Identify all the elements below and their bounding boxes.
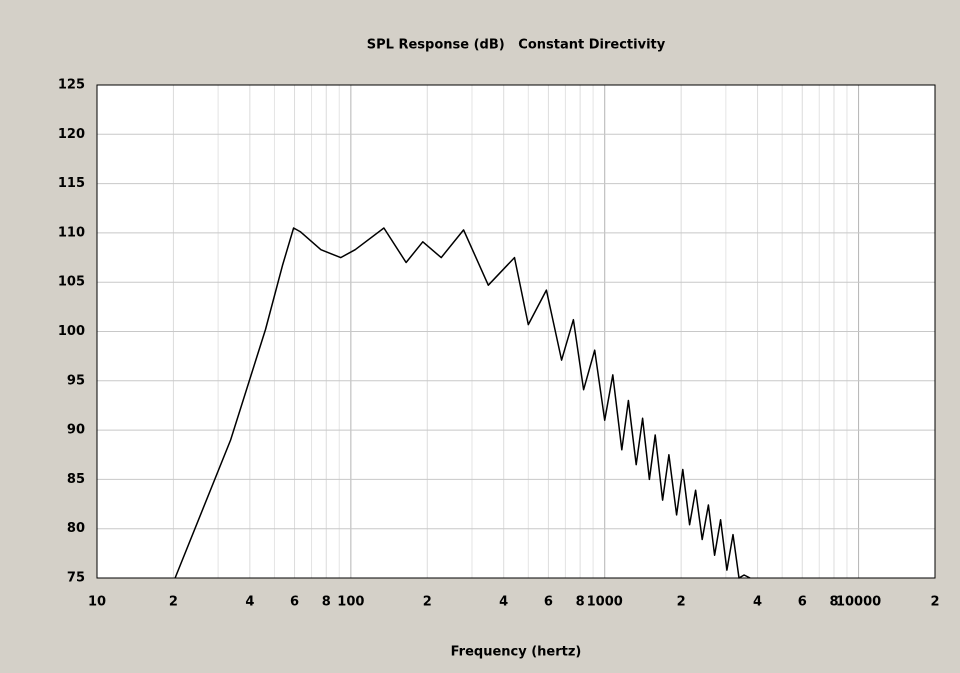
x-tick-label: 10	[88, 595, 106, 610]
x-tick-label: 2	[423, 595, 432, 610]
y-tick-label: 125	[58, 78, 85, 93]
chart-title: SPL Response (dB) Constant Directivity	[367, 38, 666, 53]
x-tick-label: 4	[753, 595, 762, 610]
y-tick-label: 115	[58, 176, 85, 191]
x-tick-label: 1000	[587, 595, 623, 610]
y-tick-label: 75	[67, 571, 85, 586]
x-tick-label: 2	[169, 595, 178, 610]
x-tick-label: 6	[544, 595, 553, 610]
plot-border	[96, 84, 936, 579]
y-tick-label: 80	[67, 521, 85, 536]
x-axis-label: Frequency (hertz)	[451, 645, 582, 660]
x-tick-label: 6	[798, 595, 807, 610]
y-tick-label: 120	[58, 127, 85, 142]
x-tick-label: 4	[499, 595, 508, 610]
x-tick-label: 100	[337, 595, 364, 610]
y-tick-label: 105	[58, 275, 85, 290]
x-tick-label: 2	[930, 595, 939, 610]
y-tick-label: 100	[58, 324, 85, 339]
y-tick-label: 110	[58, 225, 85, 240]
x-tick-label: 10000	[836, 595, 881, 610]
y-tick-label: 90	[67, 423, 85, 438]
response-line	[174, 227, 751, 579]
x-tick-label: 8	[576, 595, 585, 610]
y-tick-label: 95	[67, 373, 85, 388]
x-tick-label: 8	[322, 595, 331, 610]
y-tick-label: 85	[67, 472, 85, 487]
x-tick-label: 6	[290, 595, 299, 610]
x-tick-label: 4	[245, 595, 254, 610]
x-tick-label: 2	[677, 595, 686, 610]
x-tick-label: 8	[829, 595, 838, 610]
